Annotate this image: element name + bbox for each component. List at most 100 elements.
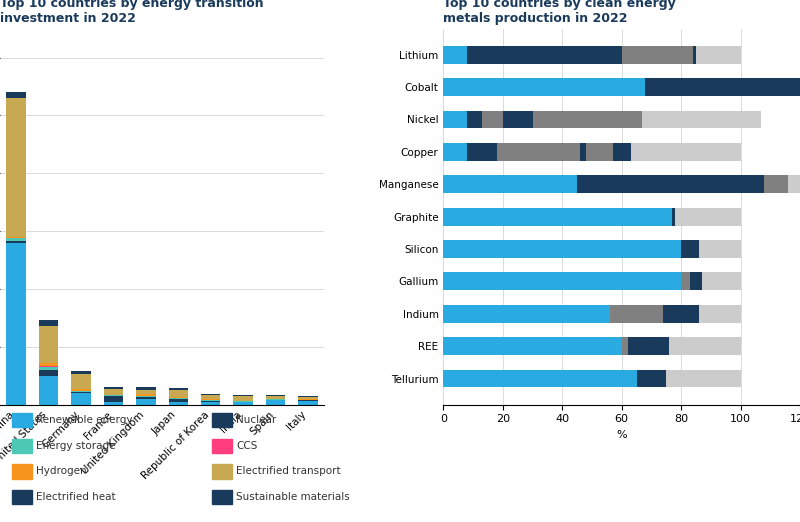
Bar [577,175,625,193]
Bar [169,398,188,399]
Bar [298,399,318,400]
Bar [699,240,741,258]
Bar [136,389,156,394]
Bar [71,389,90,390]
Bar [607,143,613,161]
Bar [702,272,741,290]
Bar [71,371,90,373]
Text: Hydrogen: Hydrogen [36,467,86,477]
Bar [169,388,188,389]
Bar [201,395,221,399]
Bar [681,272,690,290]
Bar [104,388,123,389]
Bar [71,390,90,392]
Bar [666,370,741,387]
Bar [6,98,26,237]
Bar [637,370,666,387]
Bar [71,392,90,393]
Bar [136,394,156,396]
Bar [586,143,598,161]
Bar [201,400,221,401]
Bar [169,397,188,398]
Bar [169,390,188,397]
Bar [693,46,696,64]
Bar [169,401,188,405]
Bar [71,373,90,374]
Bar [443,175,577,193]
Bar [443,78,646,96]
X-axis label: %: % [616,430,627,440]
Bar [764,175,788,193]
Bar [201,394,221,395]
Bar [613,143,630,161]
Bar [580,143,586,161]
Bar [482,111,503,128]
FancyBboxPatch shape [212,490,232,504]
Bar [39,367,58,370]
Bar [104,396,123,401]
Bar [696,46,741,64]
FancyBboxPatch shape [12,490,32,504]
Bar [663,305,699,323]
FancyBboxPatch shape [212,438,232,453]
Bar [625,175,663,193]
Text: Sustainable materials: Sustainable materials [236,492,350,502]
Bar [628,337,670,355]
Bar [503,111,533,128]
Bar [443,208,672,226]
Bar [6,241,26,243]
Bar [136,396,156,397]
Bar [39,376,58,405]
FancyBboxPatch shape [212,413,232,427]
Bar [266,395,286,396]
Bar [467,143,497,161]
Bar [234,395,253,396]
Bar [71,393,90,405]
Bar [39,320,58,323]
Bar [467,111,482,128]
FancyBboxPatch shape [12,438,32,453]
Bar [443,370,637,387]
FancyBboxPatch shape [12,413,32,427]
Bar [681,240,684,258]
Bar [443,305,610,323]
FancyBboxPatch shape [12,465,32,479]
Bar [649,78,800,96]
Bar [71,374,90,389]
Bar [6,92,26,95]
Bar [6,237,26,238]
Bar [39,370,58,376]
Bar [788,175,800,193]
Bar [467,46,622,64]
Text: Electrified heat: Electrified heat [36,492,116,502]
Bar [234,396,253,400]
Text: Top 10 countries by energy transition
investment in 2022: Top 10 countries by energy transition in… [0,0,264,25]
Bar [298,397,318,399]
Text: Renewable energy: Renewable energy [36,415,133,425]
Bar [39,323,58,326]
Bar [266,399,286,400]
Bar [136,397,156,399]
Bar [684,240,699,258]
FancyBboxPatch shape [212,465,232,479]
Bar [266,396,286,399]
Bar [622,337,628,355]
Bar [642,111,762,128]
Bar [104,401,123,405]
Bar [104,389,123,395]
Text: Energy storage: Energy storage [36,441,115,450]
Bar [298,400,318,405]
Bar [443,272,681,290]
Bar [39,326,58,363]
Bar [234,400,253,401]
Bar [610,305,663,323]
Bar [443,337,622,355]
Text: Nuclear: Nuclear [236,415,276,425]
Bar [672,208,675,226]
Bar [622,46,693,64]
Bar [630,143,741,161]
Text: Top 10 countries by clean energy
metals production in 2022: Top 10 countries by clean energy metals … [443,0,676,25]
Bar [690,272,702,290]
Bar [201,401,221,405]
Bar [646,78,649,96]
